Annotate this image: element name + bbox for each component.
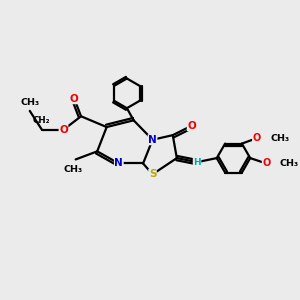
Text: N: N <box>114 158 123 169</box>
Text: O: O <box>59 125 68 135</box>
Text: CH₃: CH₃ <box>270 134 289 143</box>
Text: O: O <box>253 133 261 143</box>
Text: O: O <box>262 158 271 169</box>
Text: CH₂: CH₂ <box>33 116 50 125</box>
Text: S: S <box>149 169 156 179</box>
Text: CH₃: CH₃ <box>20 98 39 107</box>
Text: O: O <box>70 94 79 104</box>
Text: N: N <box>148 135 157 145</box>
Text: H: H <box>193 158 201 166</box>
Text: O: O <box>187 121 196 131</box>
Text: CH₃: CH₃ <box>63 165 82 174</box>
Text: CH₃: CH₃ <box>280 159 299 168</box>
